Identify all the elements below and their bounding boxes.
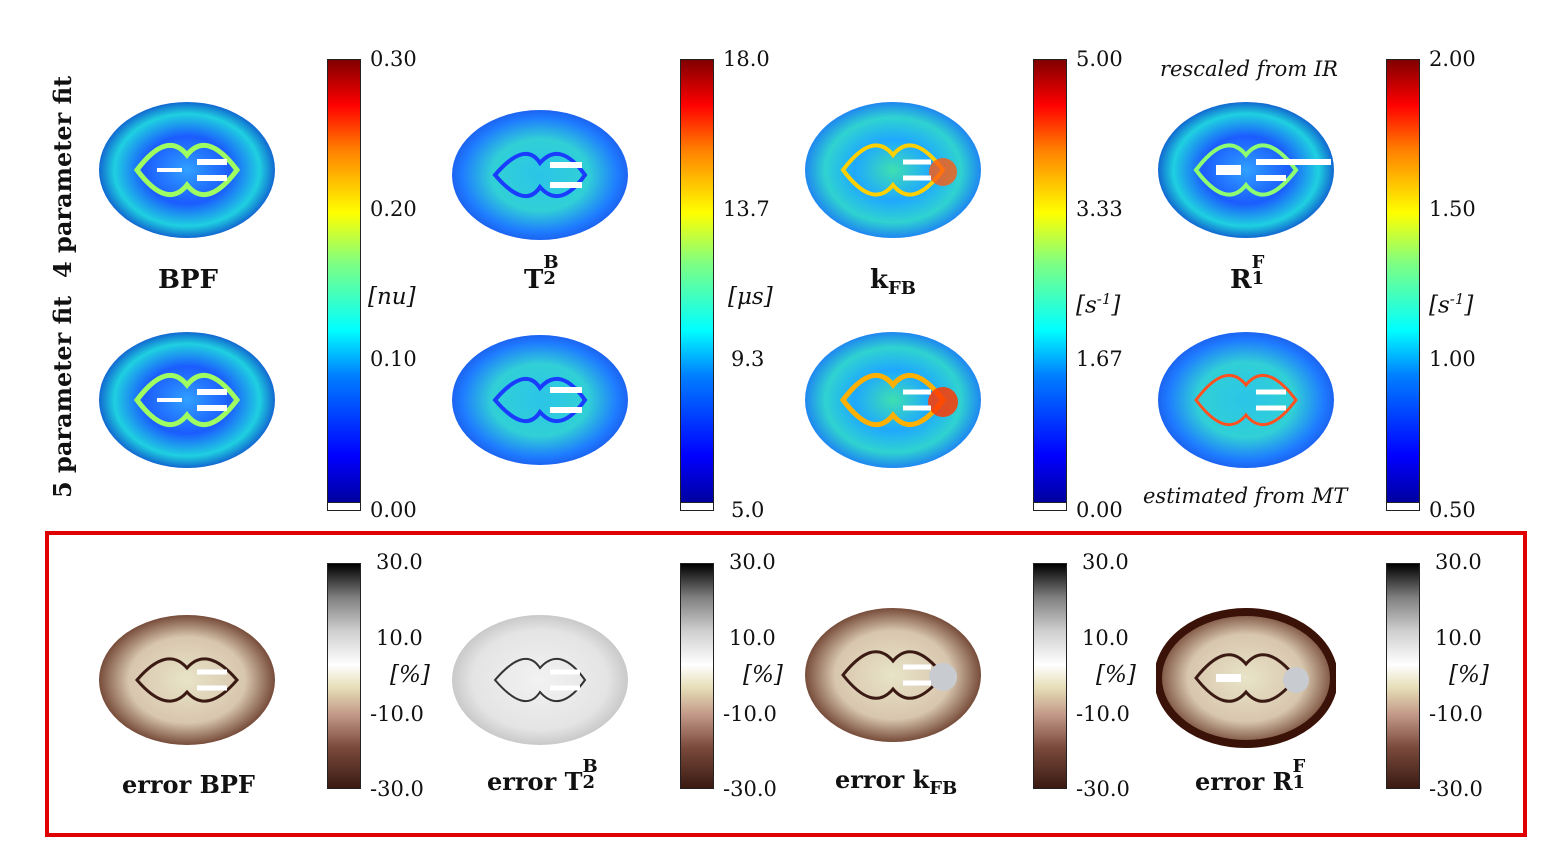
r1f-5param-image [1158,332,1334,468]
err3-tick-4: -30.0 [1076,777,1130,801]
bpf-unit: [nu] [368,284,416,310]
t2b-unit: [μs] [728,284,773,310]
err1-tick-1: 30.0 [376,550,423,574]
err2-unit: [%] [743,662,783,688]
bpf-tick-max: 0.30 [370,47,417,71]
r1f-error-image [1156,608,1336,748]
row-label-4-param: 4 parameter fit [48,75,77,278]
t2b-colorbar [680,59,714,511]
err4-tick-3: -10.0 [1429,702,1483,726]
label-error-bpf: error BPF [122,770,255,799]
err3-tick-1: 30.0 [1082,550,1129,574]
label-kfb: kFB [870,265,917,300]
label-bpf: BPF [158,265,218,295]
err3-unit: [%] [1096,662,1136,688]
bpf-error-image [99,615,275,745]
r1f-tick-max: 2.00 [1429,47,1476,71]
bpf-5param-image [99,332,275,468]
t2b-tick-max: 18.0 [723,47,770,71]
t2b-error-image [452,615,628,745]
kfb-tick-3: 1.67 [1076,347,1123,371]
bpf-colorbar [327,59,361,511]
kfb-error-colorbar [1033,563,1067,789]
kfb-tick-min: 0.00 [1076,498,1123,522]
r1f-colorbar [1386,59,1420,511]
note-rescaled: rescaled from IR [1160,57,1338,81]
t2b-4param-image [452,110,628,240]
err4-tick-2: 10.0 [1435,626,1482,650]
err2-tick-4: -30.0 [723,777,777,801]
bpf-tick-min: 0.00 [370,498,417,522]
kfb-unit: [s-1] [1076,290,1121,319]
err4-tick-4: -30.0 [1429,777,1483,801]
err1-tick-2: 10.0 [376,626,423,650]
r1f-error-colorbar [1386,563,1420,789]
t2b-tick-min: 5.0 [731,498,765,522]
err1-tick-4: -30.0 [370,777,424,801]
kfb-4param-image [805,102,981,238]
r1f-unit: [s-1] [1429,290,1474,319]
err4-unit: [%] [1449,662,1489,688]
bpf-tick-2: 0.20 [370,197,417,221]
bpf-tick-3: 0.10 [370,347,417,371]
error-highlight-box [45,531,1527,837]
kfb-error-image [805,608,981,742]
err2-tick-1: 30.0 [729,550,776,574]
bpf-4param-image [99,102,275,238]
bpf-error-colorbar [327,563,361,789]
err2-tick-2: 10.0 [729,626,776,650]
err1-tick-3: -10.0 [370,702,424,726]
r1f-4param-image [1158,102,1334,238]
err3-tick-2: 10.0 [1082,626,1129,650]
note-estimated: estimated from MT [1143,484,1348,508]
err1-unit: [%] [390,662,430,688]
kfb-5param-image [805,332,981,468]
label-error-kfb: error kFB [835,765,958,799]
t2b-tick-2: 13.7 [723,197,770,221]
err3-tick-3: -10.0 [1076,702,1130,726]
err2-tick-3: -10.0 [723,702,777,726]
kfb-tick-max: 5.00 [1076,47,1123,71]
r1f-tick-min: 0.50 [1429,498,1476,522]
t2b-5param-image [452,335,628,465]
r1f-tick-2: 1.50 [1429,197,1476,221]
r1f-tick-3: 1.00 [1429,347,1476,371]
kfb-colorbar [1033,59,1067,511]
kfb-tick-2: 3.33 [1076,197,1123,221]
err4-tick-1: 30.0 [1435,550,1482,574]
row-label-5-param: 5 parameter fit [48,295,77,498]
t2b-tick-3: 9.3 [731,347,765,371]
t2b-error-colorbar [680,563,714,789]
